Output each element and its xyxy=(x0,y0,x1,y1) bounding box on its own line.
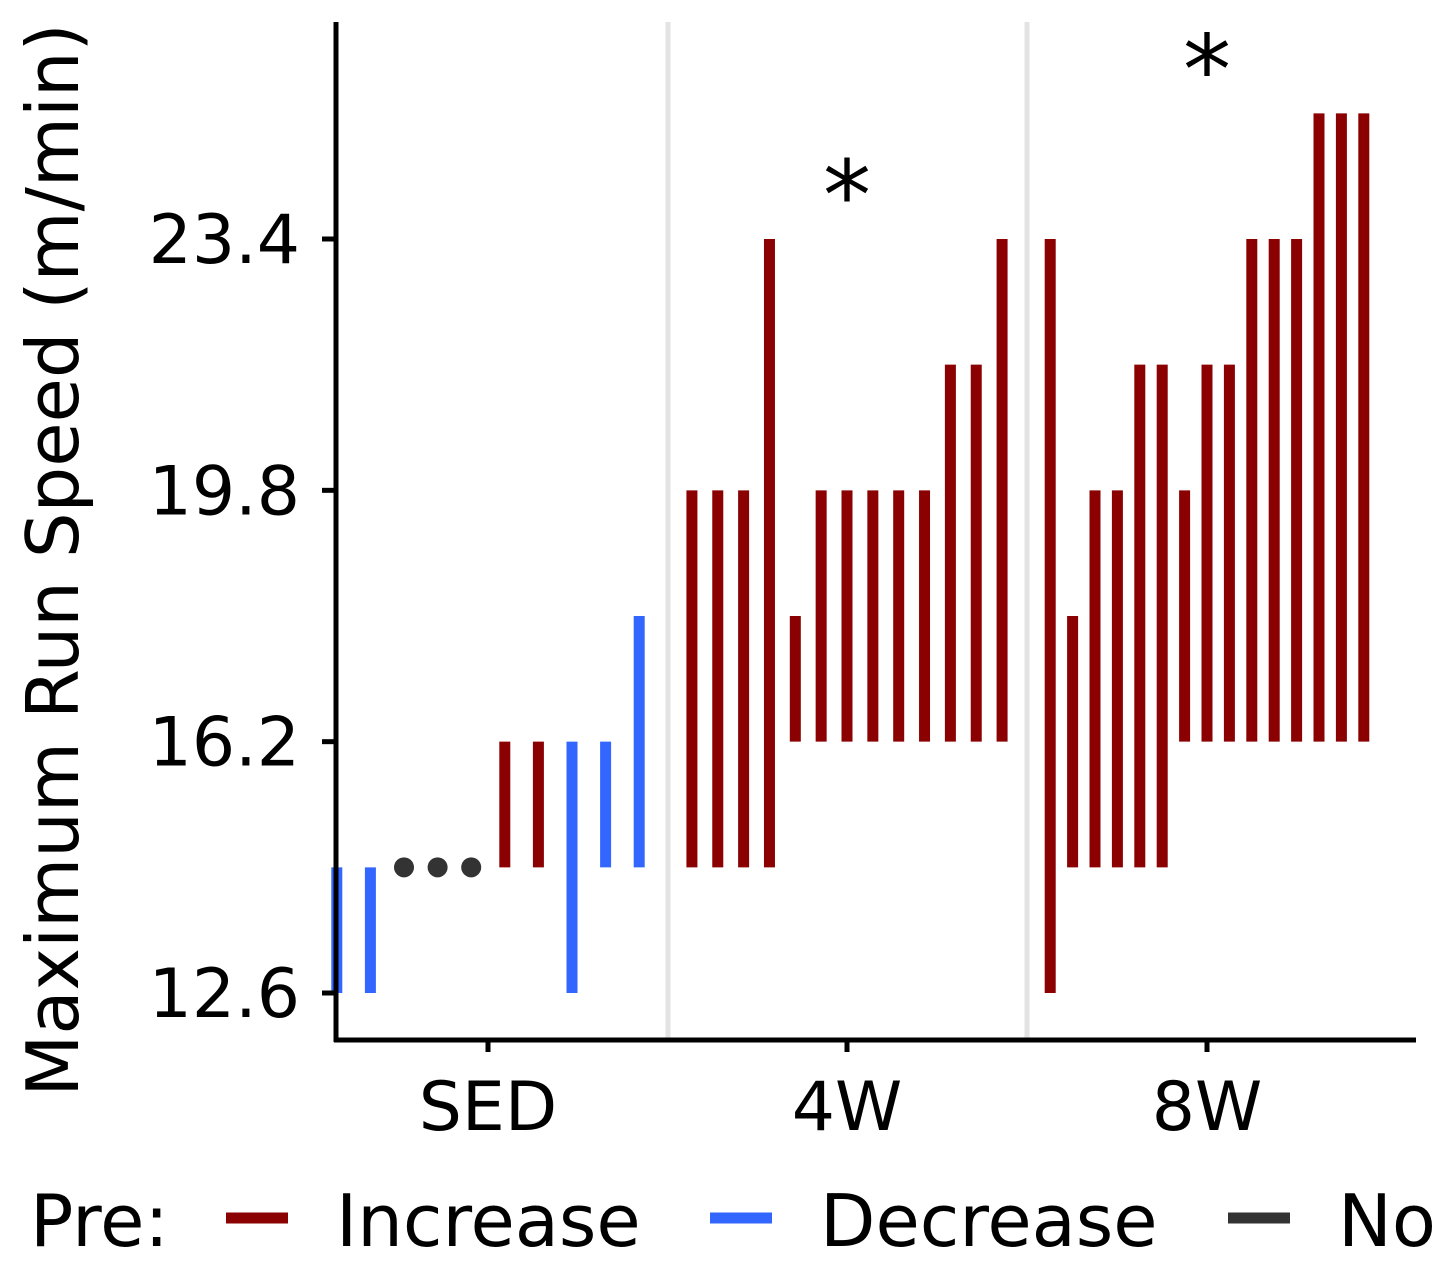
x-tick-label-sed: SED xyxy=(419,1068,558,1147)
chart-marks xyxy=(331,113,1370,993)
x-tick-label-8w: 8W xyxy=(1152,1068,1263,1147)
significance-marker-4w: * xyxy=(823,140,871,252)
legend-label-increase: Increase xyxy=(336,1179,641,1263)
y-axis-title: Maximum Run Speed (m/min) xyxy=(11,23,95,1097)
significance-markers: ** xyxy=(823,14,1231,252)
axes xyxy=(333,22,1416,1043)
legend-label-no: No xyxy=(1338,1179,1436,1263)
panel-separators xyxy=(665,22,1030,1040)
legend-title: Pre: xyxy=(30,1179,169,1263)
legend-label-decrease: Decrease xyxy=(820,1179,1158,1263)
y-tick-label-23.4: 23.4 xyxy=(149,201,300,280)
x-tick-label-4w: 4W xyxy=(792,1068,903,1147)
subject-point-sed-4 xyxy=(427,857,448,878)
significance-marker-8w: * xyxy=(1183,14,1231,126)
y-tick-label-16.2: 16.2 xyxy=(149,704,300,783)
y-tick-label-12.6: 12.6 xyxy=(149,955,300,1034)
subject-point-sed-5 xyxy=(461,857,482,878)
y-axis-ticks: 12.6 16.2 19.8 23.4 xyxy=(149,201,336,1034)
subject-point-sed-3 xyxy=(394,857,414,878)
legend: Pre: Increase Decrease No xyxy=(30,1179,1436,1263)
y-tick-label-19.8: 19.8 xyxy=(149,452,300,531)
x-axis-group-labels: SED 4W 8W xyxy=(419,1040,1263,1147)
